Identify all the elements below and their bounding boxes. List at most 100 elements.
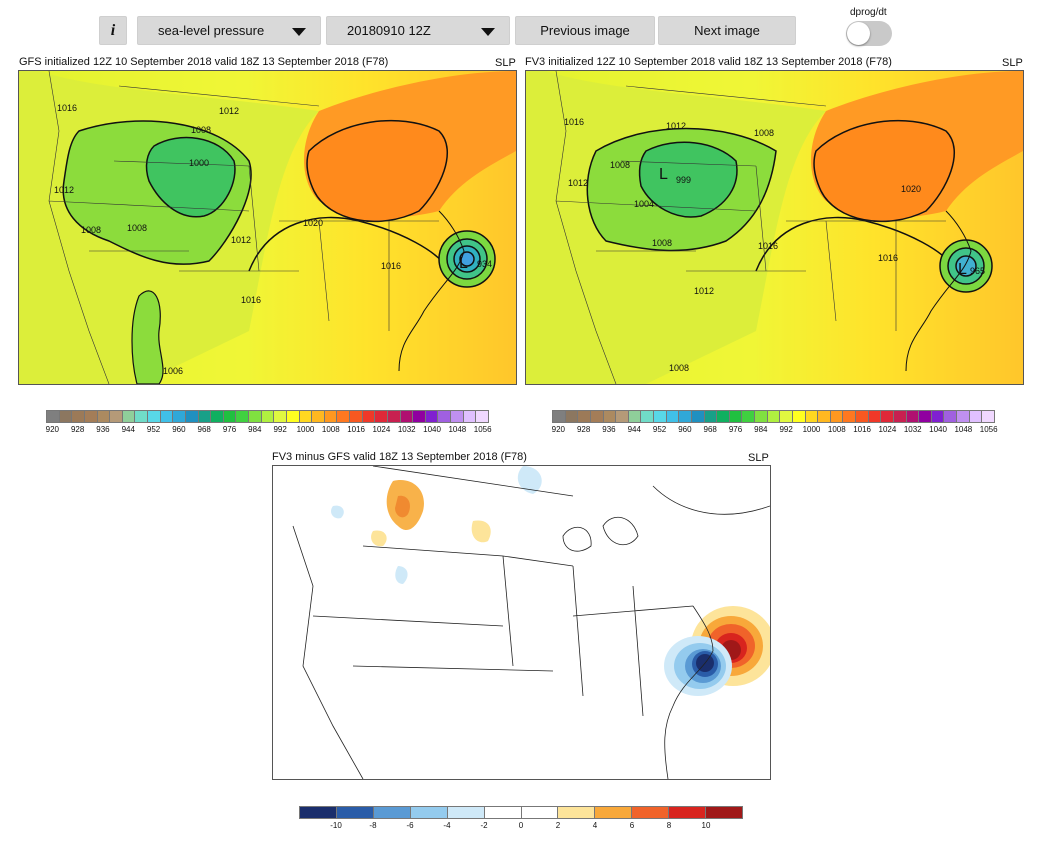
- gfs-label: 1016: [381, 261, 401, 271]
- colorbar-cell: [632, 807, 670, 818]
- colorbar-cells: [46, 410, 489, 423]
- colorbar-tick-label: 1048: [954, 425, 973, 434]
- colorbar-tick-label: 960: [172, 425, 186, 434]
- fv3-slp-colorbar: 920 928 936 944 952 960 968 976 984 992 1000 1008 10…: [551, 410, 998, 435]
- colorbar-cell: [742, 411, 755, 422]
- colorbar-cell: [97, 411, 111, 422]
- colorbar-tick-label: 968: [703, 425, 717, 434]
- colorbar-tick-label: 920: [551, 425, 566, 434]
- colorbar-cell: [299, 411, 313, 422]
- colorbar-cell: [211, 411, 224, 422]
- colorbar-tick-label: 1024: [878, 425, 897, 434]
- colorbar-cell: [729, 411, 743, 422]
- colorbar-tick-label: 928: [576, 425, 591, 434]
- colorbar-ticks: 920 928 936 944 952 960 968 976 984 992 1000 1008 10…: [45, 423, 492, 435]
- colorbar-cell: [373, 807, 411, 818]
- colorbar-tick-label: 1056: [473, 425, 492, 434]
- colorbar-cell: [413, 411, 426, 422]
- colorbar-cell: [362, 411, 376, 422]
- colorbar-tick-label: 0: [518, 821, 524, 830]
- colorbar-tick-label: 2: [555, 821, 561, 830]
- colorbar-tick-label: 992: [273, 425, 287, 434]
- field-select[interactable]: sea-level pressure: [137, 16, 321, 45]
- colorbar-tick-label: 1024: [372, 425, 391, 434]
- colorbar-cell: [628, 411, 642, 422]
- colorbar-tick-label: 952: [146, 425, 161, 434]
- previous-image-button[interactable]: Previous image: [515, 16, 655, 45]
- colorbar-cell: [830, 411, 844, 422]
- colorbar-cell: [755, 411, 768, 422]
- colorbar-cell: [641, 411, 654, 422]
- colorbar-tick-label: 944: [121, 425, 135, 434]
- colorbar-tick-label: 1048: [448, 425, 467, 434]
- colorbar-tick-label: 1056: [979, 425, 998, 434]
- colorbar-tick-label: 960: [678, 425, 692, 434]
- gfs-low-marker: L: [459, 255, 468, 272]
- colorbar-cell: [616, 411, 629, 422]
- fv3-label: 1008: [754, 128, 774, 138]
- colorbar-cell: [805, 411, 819, 422]
- gfs-contour-labels: 1016 1012 1008 1000 1012 1008 1008 1012 …: [54, 103, 492, 376]
- fv3-label: 965: [970, 266, 985, 276]
- dprog-dt-toggle[interactable]: [846, 21, 892, 46]
- colorbar-cell: [484, 807, 522, 818]
- colorbar-tick-label: 8: [666, 821, 672, 830]
- colorbar-cell: [553, 411, 566, 422]
- colorbar-cell: [893, 411, 907, 422]
- fv3-label: 1020: [901, 184, 921, 194]
- colorbar-cell: [324, 411, 338, 422]
- fv3-label: 1016: [564, 117, 584, 127]
- fv3-panel-field: SLP: [1002, 57, 1023, 69]
- colorbar-cell: [856, 411, 869, 422]
- colorbar-cell: [463, 411, 477, 422]
- colorbar-cell: [881, 411, 894, 422]
- gfs-slp-colorbar: 920 928 936 944 952 960 968 976 984 992 1000 1008 10…: [45, 410, 492, 435]
- colorbar-tick-label: 984: [754, 425, 768, 434]
- colorbar-tick-label: 920: [45, 425, 60, 434]
- gfs-label: 1008: [191, 125, 211, 135]
- gfs-panel-title: GFS initialized 12Z 10 September 2018 va…: [19, 56, 389, 68]
- colorbar-tick-label: 1016: [853, 425, 871, 434]
- colorbar-tick-label: 976: [222, 425, 237, 434]
- fv3-label: 1008: [652, 238, 672, 248]
- field-select-value: sea-level pressure: [158, 23, 265, 38]
- gfs-label: 1012: [231, 235, 251, 245]
- colorbar-cell: [261, 411, 275, 422]
- colorbar-tick-label: -8: [369, 821, 377, 830]
- colorbar-cell: [919, 411, 932, 422]
- colorbar-cell: [843, 411, 856, 422]
- info-button[interactable]: i: [99, 16, 127, 45]
- next-image-button[interactable]: Next image: [658, 16, 796, 45]
- colorbar-ticks: 920 928 936 944 952 960 968 976 984 992 1000 1008 10…: [551, 423, 998, 435]
- colorbar-tick-label: 4: [592, 821, 598, 830]
- colorbar-cell: [122, 411, 136, 422]
- fv3-label: 1012: [568, 178, 588, 188]
- colorbar-cell: [410, 807, 448, 818]
- colorbar-cell: [447, 807, 485, 818]
- colorbar-cell: [400, 411, 414, 422]
- colorbar-tick-label: -6: [406, 821, 414, 830]
- fv3-low-marker: L: [958, 261, 967, 278]
- colorbar-cells: [299, 806, 743, 819]
- date-select[interactable]: 20180910 12Z: [326, 16, 510, 45]
- colorbar-cell: [110, 411, 123, 422]
- colorbar-cell: [135, 411, 148, 422]
- colorbar-cell: [944, 411, 957, 422]
- colorbar-tick-label: 1040: [423, 425, 441, 434]
- colorbar-cell: [236, 411, 249, 422]
- colorbar-tick-label: 1032: [397, 425, 416, 434]
- colorbar-cell: [350, 411, 363, 422]
- colorbar-tick-label: 984: [248, 425, 262, 434]
- fv3-label: 1004: [634, 199, 654, 209]
- colorbar-cell: [868, 411, 882, 422]
- gfs-label: 1020: [303, 218, 323, 228]
- gfs-label: 1016: [241, 295, 261, 305]
- colorbar-tick-label: 976: [728, 425, 743, 434]
- colorbar-tick-label: 944: [627, 425, 641, 434]
- date-select-value: 20180910 12Z: [347, 23, 431, 38]
- colorbar-cell: [957, 411, 970, 422]
- colorbar-cells: [552, 410, 995, 423]
- colorbar-cell: [72, 411, 85, 422]
- colorbar-cell: [780, 411, 793, 422]
- colorbar-tick-label: -10: [330, 821, 342, 830]
